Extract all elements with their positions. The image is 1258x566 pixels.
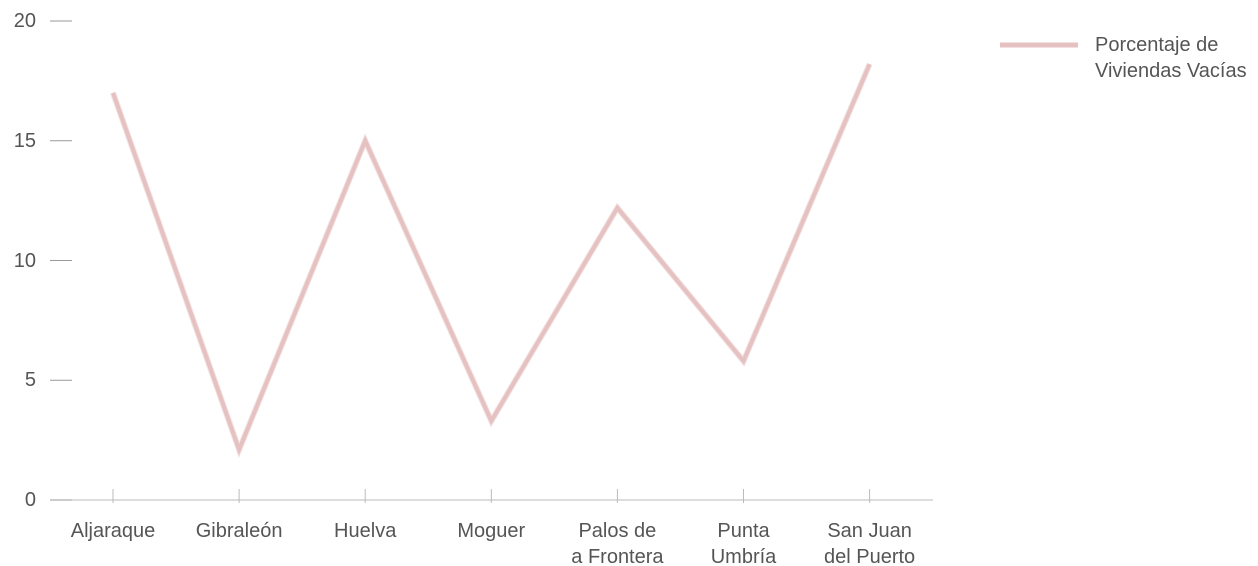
y-tick-label: 5 — [24, 369, 36, 392]
y-tick-label: 15 — [13, 129, 36, 152]
x-tick-label: Moguer — [457, 520, 526, 542]
x-tick-label: Huelva — [334, 520, 397, 542]
y-tick-label: 20 — [13, 10, 36, 32]
legend-label: Porcentaje de Viviendas Vacías — [1095, 34, 1247, 82]
x-tick-label: Palos de a Frontera — [571, 520, 664, 566]
x-tick-label: San Juan del Puerto — [824, 520, 916, 566]
line — [110, 62, 873, 459]
y-tick-label: 0 — [24, 489, 36, 511]
x-tick-label: Aljaraque — [70, 520, 156, 542]
x-tick-label: Gibraleón — [195, 520, 283, 542]
line — [111, 63, 872, 456]
y-tick-label: 10 — [13, 249, 36, 272]
x-tick-label: Punta Umbría — [710, 520, 777, 566]
